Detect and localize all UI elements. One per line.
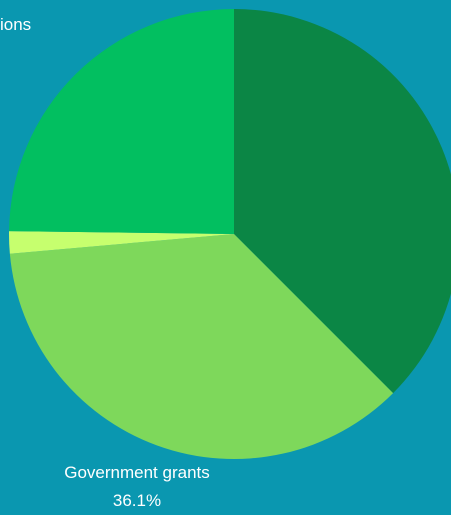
pie-labels: ions Government grants 36.1% [0,15,210,510]
pie-slices [8,9,451,459]
slice-value-government-grants: 36.1% [113,491,161,510]
slice-label-donations-partial: ions [0,15,31,34]
slice-major [234,9,451,394]
slice-label-government-grants: Government grants [64,463,210,482]
slice-donations [9,9,235,234]
slice-small [8,231,234,254]
slice-government-grants [9,234,394,459]
